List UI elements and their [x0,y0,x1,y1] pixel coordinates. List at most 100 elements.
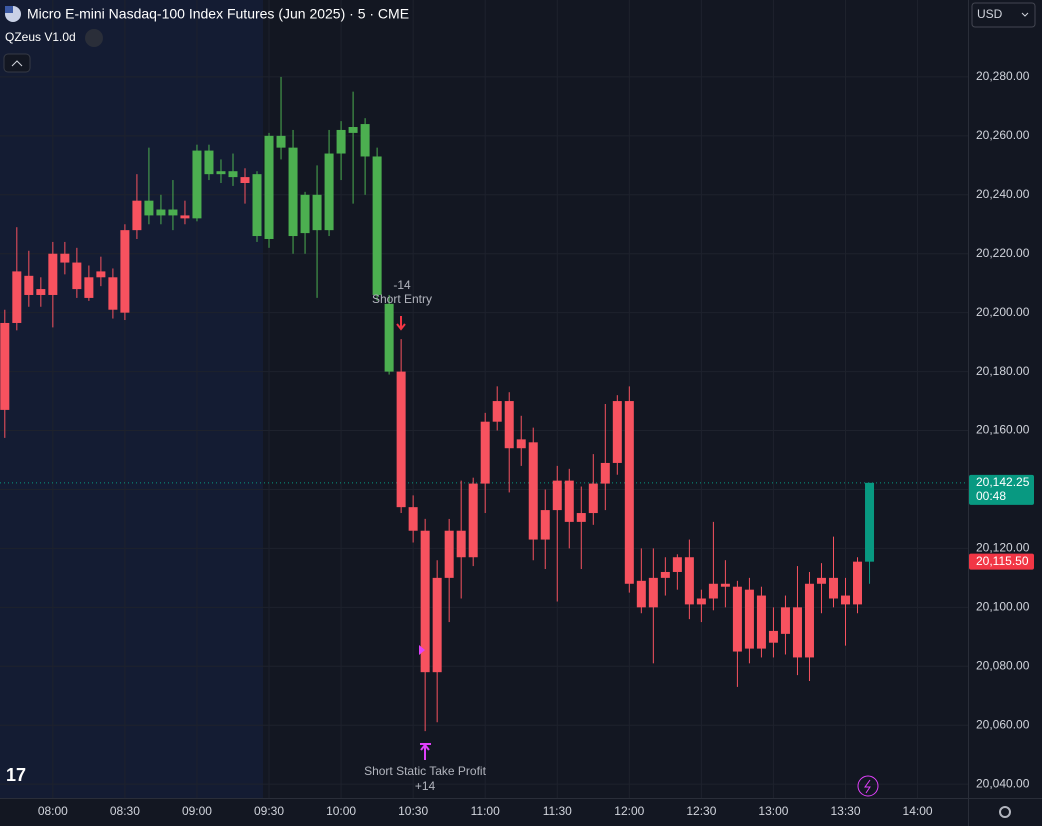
candle-body [540,510,550,540]
settings-button[interactable] [999,806,1011,818]
candle-body [312,194,322,231]
candle-body [744,589,754,649]
y-tick-label: 20,260.00 [976,128,1030,142]
entry-arrow [396,316,406,331]
candle-body [396,371,406,508]
candle-body [132,200,142,231]
candle-body [468,483,478,558]
candle-body [624,401,634,584]
indicator-name[interactable]: QZeus V1.0d [5,30,76,44]
candle-body [252,174,262,237]
session-shade [0,0,263,798]
candle-body [576,513,586,522]
candle-body [264,135,274,239]
annotation: +14 [415,779,436,793]
candle-body [696,598,706,605]
candle-body [492,401,502,422]
candle-body [12,271,22,323]
x-tick-label: 10:00 [326,804,356,818]
candle-body [204,150,214,175]
countdown-label: 00:48 [976,489,1006,503]
y-tick-label: 20,120.00 [976,541,1030,555]
prev-price-label: 20,115.50 [976,554,1029,568]
currency-caret [1021,12,1029,17]
alert-icon [864,779,871,794]
candle-body [108,277,118,310]
candle-body [684,557,694,605]
candle-body [0,322,10,410]
candle-body [768,630,778,643]
flag-canton [5,6,13,13]
x-tick-label: 08:30 [110,804,140,818]
x-tick-label: 08:00 [38,804,68,818]
candle-body [456,530,466,558]
candle-body [96,271,106,278]
candle-body [120,230,130,313]
candle-body [612,401,622,463]
candle-body [672,557,682,572]
candle-body [228,171,238,178]
candle-body [528,442,538,540]
x-tick-label: 13:00 [758,804,788,818]
candle-body [828,577,838,599]
annotation: -14 [393,278,411,292]
candle-body [192,150,202,219]
candle-body [48,253,58,295]
candle-body [156,209,166,216]
x-tick-label: 11:30 [543,804,572,818]
candle-body [72,262,82,290]
y-tick-label: 20,060.00 [976,717,1030,731]
candle-body [816,577,826,584]
candle-body [432,577,442,673]
candle-body [600,462,610,484]
candle-body [636,580,646,608]
y-tick-label: 20,280.00 [976,69,1030,83]
y-tick-label: 20,040.00 [976,776,1030,790]
candle-body [276,135,286,148]
candle-body [84,277,94,298]
alert-button[interactable] [857,775,879,797]
candle-body [60,253,70,263]
candle-body [732,586,742,652]
candle-body [564,480,574,522]
candle-body [300,194,310,234]
candle-body [324,153,334,231]
collapse-button[interactable] [3,53,31,73]
candle-body [144,200,154,216]
candle-body [708,583,718,599]
candle-body [720,583,730,587]
last-price-label: 20,142.25 [976,475,1030,489]
candle-body [240,177,250,183]
last-price-badge [969,474,1034,505]
candle-body [168,209,178,216]
x-tick-label: 12:00 [614,804,644,818]
x-tick-label: 13:30 [830,804,860,818]
candle-body [756,595,766,649]
candle-body [853,561,863,605]
logo[interactable]: 17 [6,765,26,785]
candle-body [288,147,298,237]
candle-body [372,156,382,295]
chart-title: Micro E-mini Nasdaq-100 Index Futures (J… [27,6,409,22]
candle-body [180,215,190,219]
candle-body [588,483,598,514]
tp-arrow [420,743,431,760]
candle-body [216,171,226,175]
candle-body [408,507,418,531]
candle-body [780,607,790,634]
candle-body [865,482,875,562]
y-tick-label: 20,200.00 [976,305,1030,319]
indicator-settings[interactable] [85,29,103,47]
candle-body [348,127,358,133]
currency-label: USD [977,7,1003,21]
candle-body [552,480,562,511]
candle-body [792,607,802,658]
annotation: Short Entry [372,292,432,306]
candle-body [384,303,394,372]
candle-body [840,595,850,605]
y-tick-label: 20,180.00 [976,364,1030,378]
candle-body [516,439,526,449]
y-tick-label: 20,240.00 [976,187,1030,201]
currency-select[interactable] [971,2,1036,28]
